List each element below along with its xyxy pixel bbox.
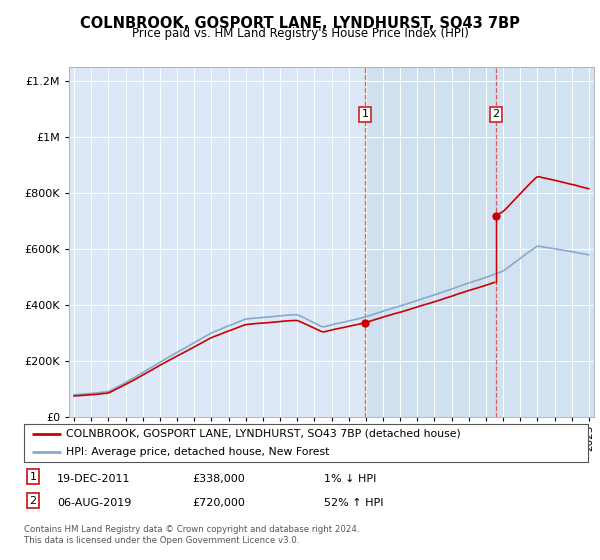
- Text: £720,000: £720,000: [192, 498, 245, 508]
- Text: 1: 1: [29, 472, 37, 482]
- Text: 2: 2: [493, 109, 499, 119]
- Text: 1% ↓ HPI: 1% ↓ HPI: [324, 474, 376, 484]
- Text: HPI: Average price, detached house, New Forest: HPI: Average price, detached house, New …: [66, 447, 329, 457]
- Text: £338,000: £338,000: [192, 474, 245, 484]
- Text: Contains HM Land Registry data © Crown copyright and database right 2024.
This d: Contains HM Land Registry data © Crown c…: [24, 525, 359, 545]
- Text: 1: 1: [362, 109, 368, 119]
- Text: COLNBROOK, GOSPORT LANE, LYNDHURST, SO43 7BP (detached house): COLNBROOK, GOSPORT LANE, LYNDHURST, SO43…: [66, 429, 461, 439]
- Text: COLNBROOK, GOSPORT LANE, LYNDHURST, SO43 7BP: COLNBROOK, GOSPORT LANE, LYNDHURST, SO43…: [80, 16, 520, 31]
- Text: 19-DEC-2011: 19-DEC-2011: [57, 474, 131, 484]
- Text: 2: 2: [29, 496, 37, 506]
- Text: Price paid vs. HM Land Registry's House Price Index (HPI): Price paid vs. HM Land Registry's House …: [131, 27, 469, 40]
- Bar: [496, 67, 600, 417]
- Bar: [365, 67, 496, 417]
- Text: 52% ↑ HPI: 52% ↑ HPI: [324, 498, 383, 508]
- Text: 06-AUG-2019: 06-AUG-2019: [57, 498, 131, 508]
